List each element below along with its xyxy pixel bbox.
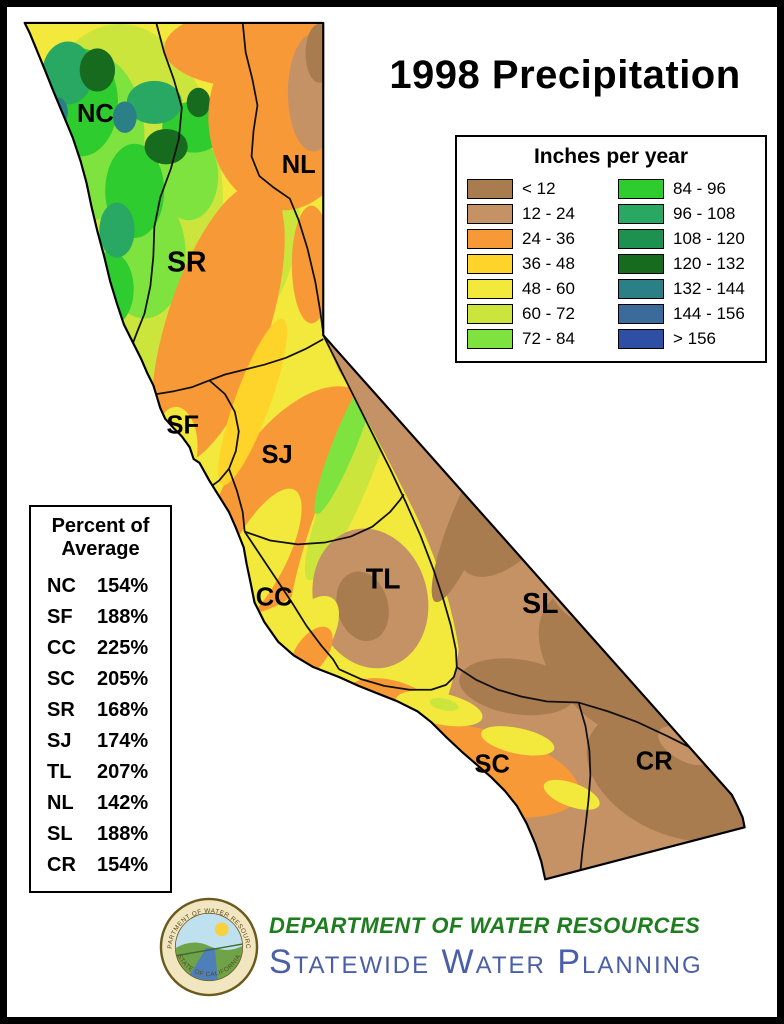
region-code: CC [47, 637, 76, 659]
region-percent: 188% [97, 606, 149, 628]
region-code: SF [47, 606, 73, 628]
percent-box-title: Percent of Average [51, 515, 150, 560]
percent-row: SL 188% [31, 819, 170, 850]
region-label-sc: SC [474, 750, 509, 778]
legend-label: 12 - 24 [522, 203, 575, 223]
legend-swatch [467, 253, 513, 274]
legend-swatch [467, 328, 513, 349]
program-name: Statewide Water Planning [269, 942, 703, 981]
region-percent: 205% [97, 668, 149, 690]
legend-item: 72 - 84 [467, 328, 604, 349]
region-code: TL [47, 761, 72, 783]
percent-row: SR 168% [31, 695, 170, 726]
legend-swatch [618, 203, 664, 224]
region-code: SR [47, 699, 75, 721]
state-outline [23, 21, 746, 881]
region-percent: 154% [97, 575, 149, 597]
region-code: SC [47, 668, 75, 690]
region-label-sr: SR [167, 246, 207, 278]
region-code: NL [47, 792, 74, 814]
page-title: 1998 Precipitation [389, 53, 741, 97]
region-label-nl: NL [282, 151, 316, 179]
legend-swatch [618, 228, 664, 249]
department-name: DEPARTMENT OF WATER RESOURCES [269, 912, 701, 938]
region-percent: 225% [97, 637, 149, 659]
region-percent: 168% [97, 699, 149, 721]
region-label-tl: TL [366, 564, 401, 596]
region-code: NC [47, 575, 76, 597]
legend-swatch [467, 303, 513, 324]
legend-label: 48 - 60 [522, 278, 575, 298]
legend-swatch [467, 203, 513, 224]
legend-item: < 12 [467, 178, 604, 199]
region-code: SJ [47, 730, 72, 752]
legend-item: 108 - 120 [618, 228, 755, 249]
legend-item: 120 - 132 [618, 253, 755, 274]
percent-row: TL 207% [31, 757, 170, 788]
legend-item: 96 - 108 [618, 203, 755, 224]
legend-item: 48 - 60 [467, 278, 604, 299]
legend-swatch [467, 178, 513, 199]
percent-of-average-box: Percent of Average NC 154% SF 188% CC 225% … [29, 505, 172, 893]
region-percent: 174% [97, 730, 149, 752]
percent-row: SF 188% [31, 602, 170, 633]
legend-label: 120 - 132 [673, 253, 745, 273]
legend-label: 60 - 72 [522, 303, 575, 323]
legend-right-column: 84 - 96 96 - 108 108 - 120 120 - 132 132… [618, 178, 755, 349]
legend-label: 108 - 120 [673, 228, 745, 248]
legend-item: 60 - 72 [467, 303, 604, 324]
legend-label: 36 - 48 [522, 253, 575, 273]
legend-swatch [618, 253, 664, 274]
legend-title: Inches per year [533, 145, 689, 168]
percent-row: SC 205% [31, 664, 170, 695]
legend-item: 36 - 48 [467, 253, 604, 274]
footer: DEPARTMENT OF WATER RESOURCES STATE OF C… [159, 897, 703, 997]
region-percent: 207% [97, 761, 149, 783]
legend-label: 132 - 144 [673, 278, 745, 298]
legend-item: 12 - 24 [467, 203, 604, 224]
legend-item: 24 - 36 [467, 228, 604, 249]
region-percent: 142% [97, 792, 149, 814]
region-label-cc: CC [256, 583, 293, 611]
region-code: CR [47, 854, 76, 876]
legend-label: 24 - 36 [522, 228, 575, 248]
legend-label: 96 - 108 [673, 203, 736, 223]
region-label-nc: NC [77, 100, 114, 128]
percent-row: NL 142% [31, 788, 170, 819]
region-percent: 154% [97, 854, 149, 876]
legend-item: 84 - 96 [618, 178, 755, 199]
legend-label: > 156 [673, 328, 717, 348]
legend-label: 144 - 156 [673, 303, 745, 323]
legend-swatch [618, 278, 664, 299]
legend-item: 132 - 144 [618, 278, 755, 299]
region-label-sl: SL [522, 588, 558, 620]
percent-row: SJ 174% [31, 726, 170, 757]
legend-swatch [618, 303, 664, 324]
legend-label: 84 - 96 [673, 178, 726, 198]
percent-row: CR 154% [31, 850, 170, 881]
legend-swatch [467, 228, 513, 249]
percent-row: NC 154% [31, 571, 170, 602]
legend-item: > 156 [618, 328, 755, 349]
region-label-cr: CR [636, 747, 673, 775]
region-boundaries [129, 22, 695, 870]
region-label-sj: SJ [261, 441, 292, 469]
percent-row: CC 225% [31, 633, 170, 664]
region-percent: 188% [97, 823, 149, 845]
legend-label: < 12 [522, 178, 556, 198]
legend-swatch [618, 178, 664, 199]
legend-swatch [467, 278, 513, 299]
dwr-seal-icon: DEPARTMENT OF WATER RESOURCES STATE OF C… [159, 897, 259, 997]
precipitation-legend: Inches per year < 12 12 - 24 24 - 36 36 … [455, 135, 767, 363]
legend-item: 144 - 156 [618, 303, 755, 324]
region-label-sf: SF [166, 411, 199, 439]
region-code: SL [47, 823, 73, 845]
legend-swatch [618, 328, 664, 349]
legend-label: 72 - 84 [522, 328, 575, 348]
legend-left-column: < 12 12 - 24 24 - 36 36 - 48 48 - 60 60 … [467, 178, 604, 349]
